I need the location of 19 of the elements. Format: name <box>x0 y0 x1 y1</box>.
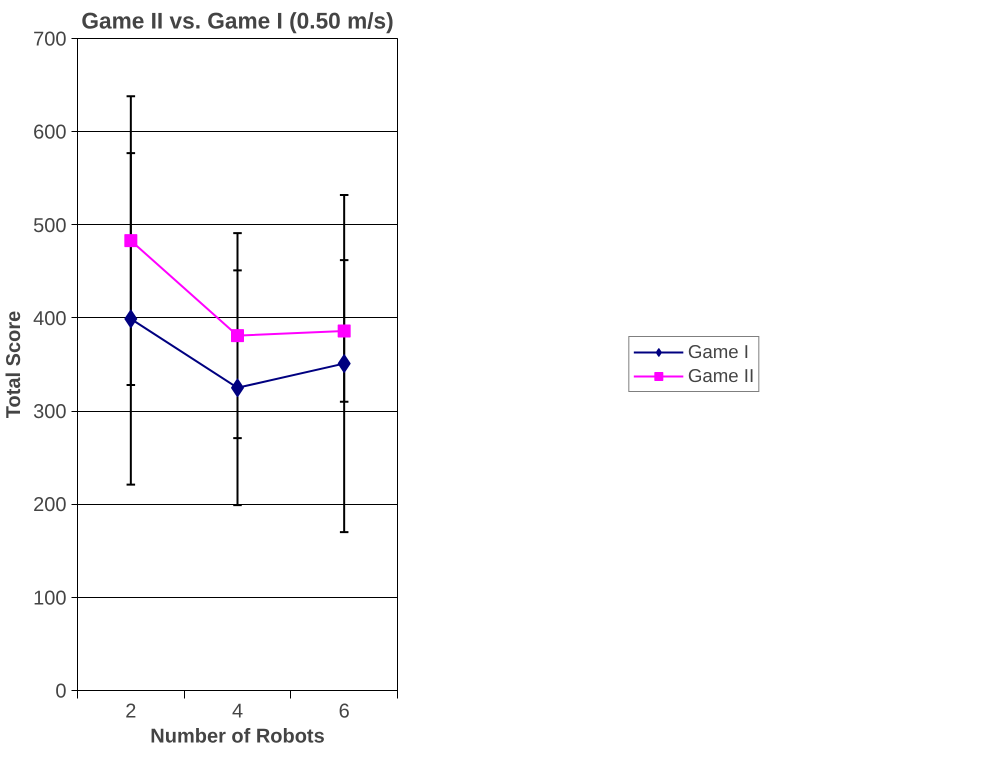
point <box>338 324 351 338</box>
y-axis-title: Total Score <box>3 310 26 418</box>
x-axis-title: Number of Robots <box>150 726 325 748</box>
x-tick-label: 2 <box>125 700 136 722</box>
y-tick-label: 400 <box>33 308 67 330</box>
x-tick-label: 4 <box>232 700 244 722</box>
y-tick-label: 300 <box>33 401 67 424</box>
y-tick-label: 600 <box>33 122 67 144</box>
point <box>124 234 138 248</box>
legend-label: Game I <box>688 341 749 363</box>
y-tick-label: 200 <box>33 494 67 516</box>
x-tick-label: 6 <box>338 700 350 722</box>
chart-title: Game II vs. Game I (0.50 m/s) <box>81 8 394 34</box>
y-tick-label: 700 <box>33 28 67 50</box>
y-tick-label: 0 <box>55 680 66 702</box>
legend-label: Game II <box>688 365 754 387</box>
y-tick-label: 100 <box>33 587 67 610</box>
y-tick-label: 500 <box>33 214 67 237</box>
point <box>231 329 244 342</box>
